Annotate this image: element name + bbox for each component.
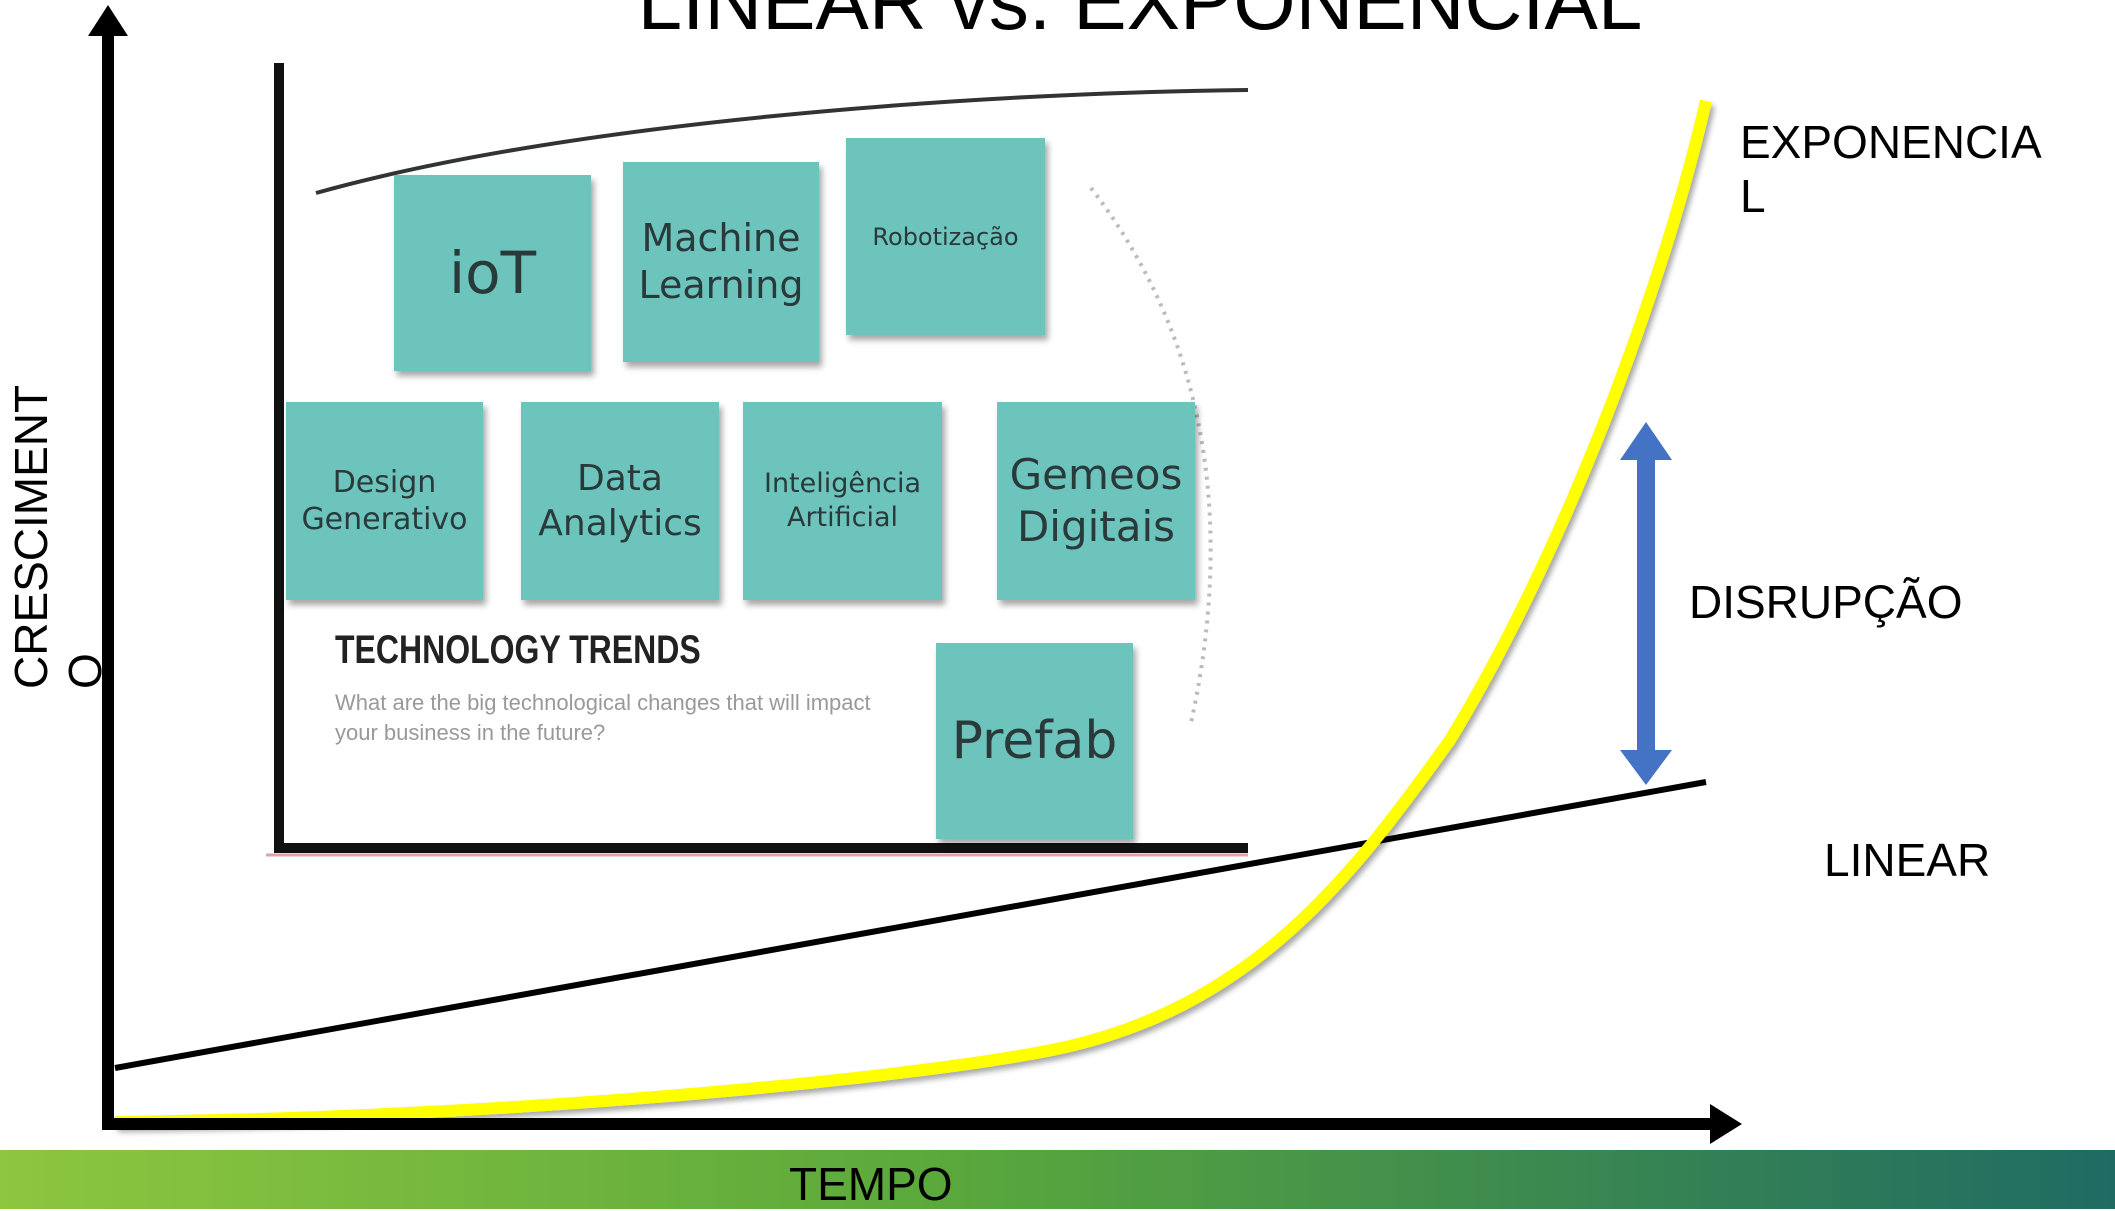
x-axis-arrow	[1710, 1104, 1742, 1144]
exponential-label: EXPONENCIAL	[1740, 116, 2042, 222]
disruption-arrowhead	[1620, 750, 1672, 785]
disruption-label: DISRUPÇÃO	[1689, 576, 1963, 628]
bottom-band	[0, 1150, 2115, 1209]
note: Inteligência Artificial	[743, 402, 942, 600]
y-axis-label: CRESCIMENTO	[5, 384, 111, 689]
disruption-shaft	[1637, 460, 1655, 750]
note: Robotização	[846, 138, 1045, 335]
note: Data Analytics	[521, 402, 719, 600]
note: Design Generativo	[286, 402, 483, 600]
note: ioT	[394, 175, 591, 371]
disruption-arrowhead	[1620, 422, 1672, 460]
note: Prefab	[936, 643, 1133, 839]
y-axis-arrow	[88, 5, 128, 36]
linear-line	[114, 779, 1707, 1071]
note: Gemeos Digitais	[997, 402, 1195, 600]
trend-curve	[315, 88, 1248, 195]
x-axis-label: TEMPO	[789, 1158, 953, 1210]
note: Machine Learning	[623, 162, 819, 362]
photo-subheading: What are the big technological changes t…	[335, 690, 871, 745]
exponential-curve	[114, 99, 1712, 1128]
photo-heading: TECHNOLOGY TRENDS	[335, 628, 701, 672]
title: LINEAR vs. EXPONENCIAL	[637, 0, 1643, 46]
photo-frame	[266, 63, 1248, 857]
dotted-arc	[1089, 186, 1213, 724]
linear-label: LINEAR	[1824, 834, 1991, 886]
